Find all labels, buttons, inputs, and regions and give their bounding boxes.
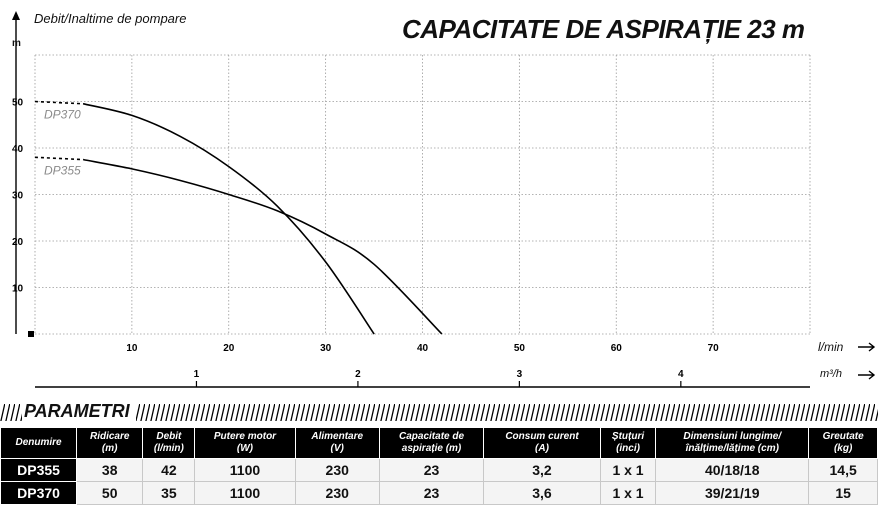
params-value-cell: 1 x 1 [599, 481, 657, 505]
params-header-cell: Denumire [0, 427, 78, 459]
series-dp370-curve [83, 103, 375, 335]
x2-tick-label: 1 [194, 369, 200, 380]
params-value-cell: 35 [142, 481, 196, 505]
params-header-cell: Capacitate de aspirație (m) [378, 427, 485, 459]
x-tick-label: 20 [223, 343, 235, 354]
params-value-cell: 23 [378, 458, 485, 482]
model-name-cell: DP370 [0, 481, 78, 505]
x-tick-label: 60 [611, 343, 623, 354]
y-tick-label: 30 [12, 191, 24, 202]
x2-tick-label: 3 [517, 369, 523, 380]
params-value-cell: 50 [76, 481, 144, 505]
params-row: DP355 38 42 1100 230 23 3,2 1 x 1 40/18/18 14,5 [0, 458, 878, 482]
params-value-cell: 3,2 [483, 458, 601, 482]
series-dp355-curve [83, 158, 443, 335]
pump-curve-chart: DP370 DP355 10 20 30 40 50 10 20 30 40 50 60 70 1 2 3 4 [12, 11, 876, 388]
chart-grid [34, 54, 811, 335]
y-tick-label: 50 [12, 98, 24, 109]
params-header-cell: Alimentare (V) [294, 427, 380, 459]
x-tick-label: 50 [514, 343, 526, 354]
series-dp355-dashed [34, 156, 84, 161]
params-hatch-bar [0, 404, 878, 421]
params-title: PARAMETRI [22, 401, 136, 422]
chart-series: DP370 DP355 [34, 100, 443, 335]
y-tick-label: 20 [12, 237, 24, 248]
series-label-dp370: DP370 [44, 108, 81, 122]
x-axis-unit-m3h: m³/h [820, 368, 842, 380]
params-value-cell: 230 [294, 481, 380, 505]
y-axis-label: Debit/Inaltime de pompare [34, 11, 187, 26]
params-value-cell: 1100 [194, 481, 296, 505]
params-value-cell: 15 [808, 481, 878, 505]
params-header-cell: Debit (l/min) [142, 427, 196, 459]
params-value-cell: 3,6 [483, 481, 601, 505]
y-axis-arrow [12, 11, 20, 20]
params-value-cell: 23 [378, 481, 485, 505]
series-label-dp355: DP355 [44, 163, 81, 177]
params-header-cell: Ridicare (m) [76, 427, 144, 459]
x-tick-label: 30 [320, 343, 332, 354]
params-header-cell: Dimensiuni lungime/înălțime/lățime (cm) [655, 427, 810, 459]
params-header-cell: Consum curent (A) [483, 427, 601, 459]
params-value-cell: 39/21/19 [655, 481, 810, 505]
x-tick-label: 70 [708, 343, 720, 354]
params-header-row: Denumire Ridicare (m) Debit (l/min) Putere mo… [0, 427, 878, 459]
y-tick-label: 40 [12, 144, 24, 155]
series-dp370-dashed [34, 100, 84, 105]
params-table: Denumire Ridicare (m) Debit (l/min) Putere mo… [0, 427, 878, 505]
params-value-cell: 42 [142, 458, 196, 482]
x-axis-arrow [858, 342, 876, 352]
model-name-cell: DP355 [0, 458, 78, 482]
chart-ticks: 10 20 30 40 50 10 20 30 40 50 60 70 1 2 3 4 [12, 98, 720, 387]
params-header-cell: Putere motor (W) [194, 427, 296, 459]
x2-tick-label: 4 [678, 369, 684, 380]
params-value-cell: 40/18/18 [655, 458, 810, 482]
params-value-cell: 1100 [194, 458, 296, 482]
x-tick-label: 40 [417, 343, 429, 354]
params-value-cell: 14,5 [808, 458, 878, 482]
chart-axes [12, 11, 876, 388]
y-axis-unit: m [12, 38, 21, 49]
x-tick-label: 10 [126, 343, 138, 354]
chart-title: CAPACITATE DE ASPIRAȚIE 23 m [402, 14, 805, 44]
params-header-cell: Ștuțuri (inci) [599, 427, 657, 459]
params-row: DP370 50 35 1100 230 23 3,6 1 x 1 39/21/19 15 [0, 481, 878, 505]
params-header-cell: Greutate (kg) [808, 427, 878, 459]
x-axis-unit-lmin: l/min [818, 340, 844, 354]
origin-marker [28, 331, 34, 337]
x2-axis-arrow [858, 370, 876, 380]
y-tick-label: 10 [12, 284, 24, 295]
params-value-cell: 230 [294, 458, 380, 482]
x2-tick-label: 2 [355, 369, 361, 380]
params-value-cell: 38 [76, 458, 144, 482]
params-value-cell: 1 x 1 [599, 458, 657, 482]
